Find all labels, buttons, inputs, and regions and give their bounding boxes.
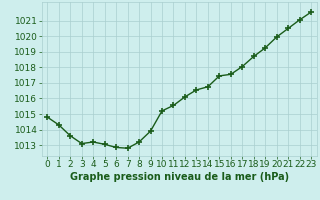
X-axis label: Graphe pression niveau de la mer (hPa): Graphe pression niveau de la mer (hPa) <box>70 172 289 182</box>
